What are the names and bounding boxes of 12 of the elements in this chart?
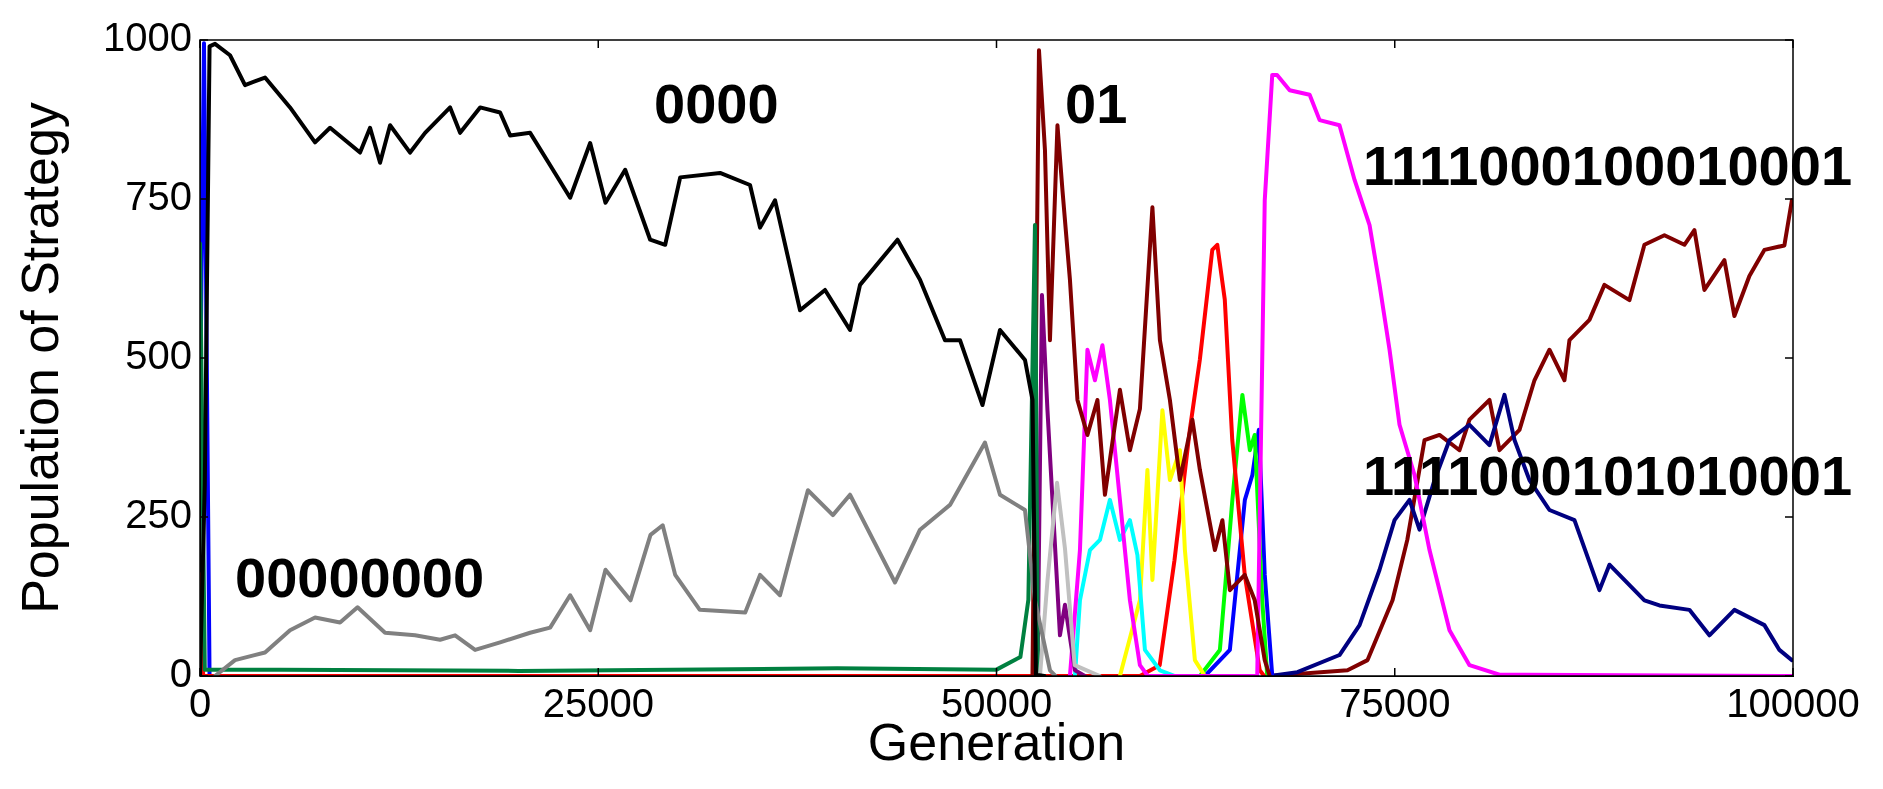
- y-tick-label: 0: [169, 651, 192, 696]
- series-label: 01: [1065, 72, 1128, 136]
- y-axis-title: Population of Strategy: [10, 102, 69, 614]
- x-tick-label: 25000: [542, 681, 654, 726]
- x-tick-label: 75000: [1339, 681, 1451, 726]
- y-tick-label: 500: [125, 333, 192, 378]
- y-tick-label: 1000: [103, 15, 192, 60]
- series-label: 00000000: [235, 546, 485, 610]
- y-tick-label: 750: [125, 174, 192, 219]
- x-tick-label: 100000: [1726, 681, 1860, 726]
- y-tick-label: 250: [125, 492, 192, 537]
- legend-label: 0000: [654, 72, 779, 136]
